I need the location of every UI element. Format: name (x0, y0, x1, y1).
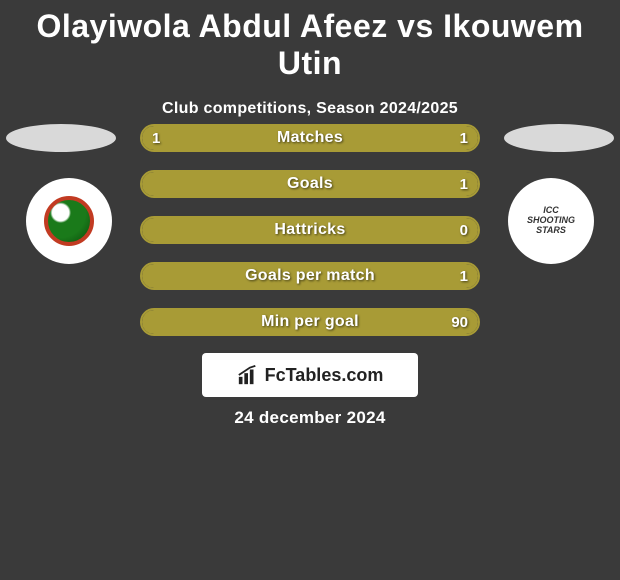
stat-label: Matches (142, 126, 478, 150)
page-title: Olayiwola Abdul Afeez vs Ikouwem Utin (0, 0, 620, 82)
stats-bars: 11Matches 1Goals 0Hattricks 1Goals per matc… (140, 124, 480, 354)
brand-box: FcTables.com (202, 353, 418, 397)
stat-bar: 1Goals (140, 170, 480, 198)
stat-bar: 1Goals per match (140, 262, 480, 290)
stat-bar: 11Matches (140, 124, 480, 152)
chart-icon (237, 364, 259, 386)
subtitle: Club competitions, Season 2024/2025 (0, 100, 620, 118)
stat-bar: 0Hattricks (140, 216, 480, 244)
date-text: 24 december 2024 (0, 408, 620, 428)
stat-label: Min per goal (142, 310, 478, 334)
brand-text: FcTables.com (265, 365, 384, 386)
stat-label: Hattricks (142, 218, 478, 242)
stat-label: Goals per match (142, 264, 478, 288)
club-badge-left (26, 178, 112, 264)
stat-bar: 90Min per goal (140, 308, 480, 336)
club-badge-right-text: ICCSHOOTINGSTARS (527, 206, 575, 236)
stat-label: Goals (142, 172, 478, 196)
football-icon (44, 196, 94, 246)
player-right-avatar-placeholder (504, 124, 614, 152)
player-left-avatar-placeholder (6, 124, 116, 152)
club-badge-right: ICCSHOOTINGSTARS (508, 178, 594, 264)
